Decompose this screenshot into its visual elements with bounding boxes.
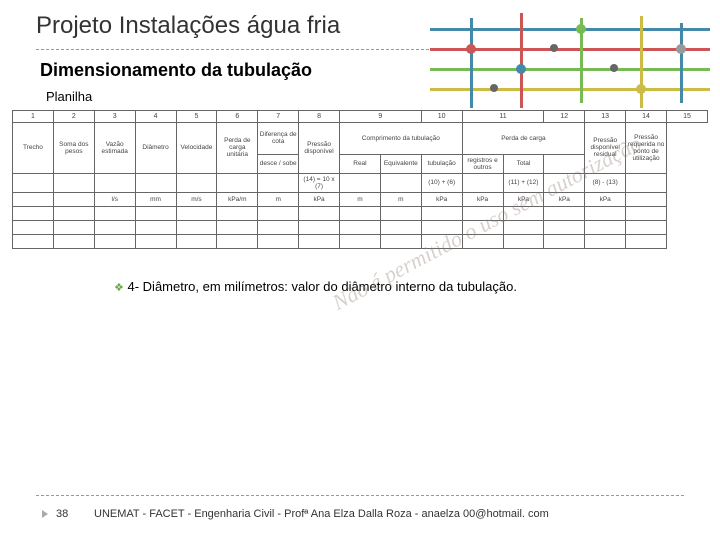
table-row-units: l/s mm m/s kPa/m m kPa m m kPa kPa kPa k…: [13, 192, 708, 206]
bullet-icon: ❖: [114, 282, 124, 294]
table-row-formulas: (14) = 10 x (7) (10) + (6) (11) + (12) (…: [13, 173, 708, 192]
header-diagram: [430, 8, 710, 118]
table-row: [13, 220, 708, 234]
table-row: [13, 206, 708, 220]
page-arrow-icon: [42, 510, 48, 518]
body-text: ❖ 4- Diâmetro, em milímetros: valor do d…: [0, 249, 720, 296]
footer-text: UNEMAT - FACET - Engenharia Civil - Prof…: [94, 508, 549, 520]
body-content: 4- Diâmetro, em milímetros: valor do diâ…: [128, 279, 517, 294]
sizing-table: 1 2 3 4 5 6 7 8 9 10 11 12 13 14 15 Trec…: [0, 110, 720, 249]
page-title: Projeto Instalações água fria: [0, 0, 420, 45]
table-row-headers: Trecho Soma dos pesos Vazão estimada Diâ…: [13, 122, 708, 154]
footer-divider: [36, 495, 684, 496]
page-number: 38: [56, 508, 68, 520]
table-row: [13, 234, 708, 248]
